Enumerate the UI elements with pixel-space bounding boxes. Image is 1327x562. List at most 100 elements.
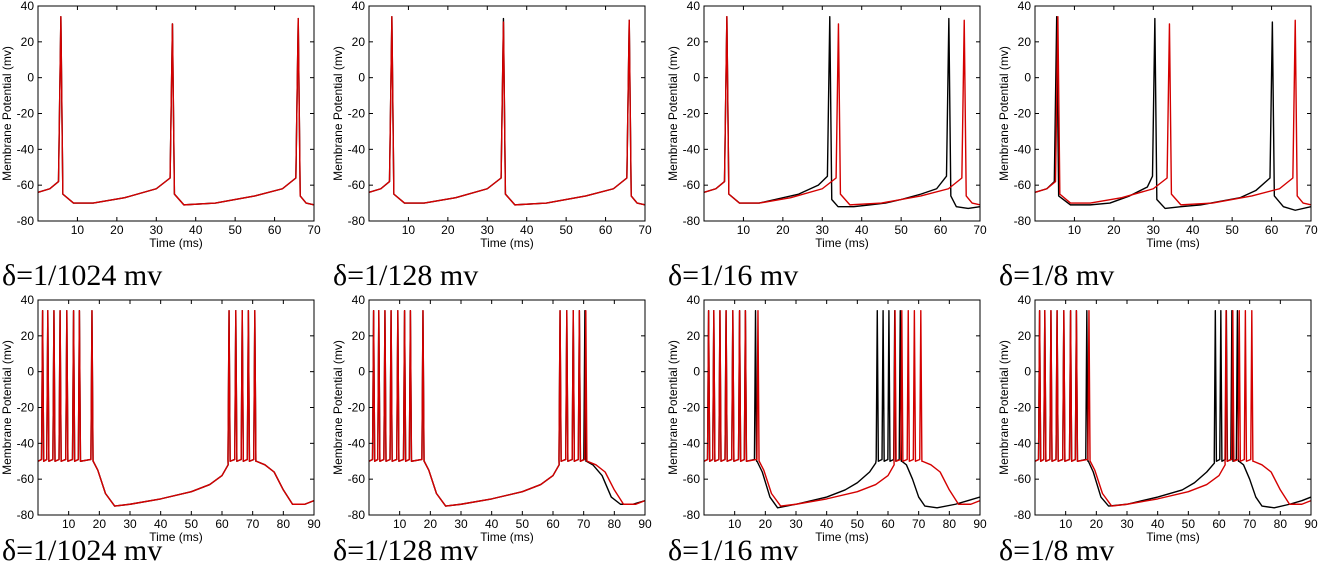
x-tick-label: 20 [1090, 517, 1104, 531]
y-tick-label: 0 [1024, 71, 1031, 85]
y-tick-label: -40 [348, 436, 366, 450]
y-tick-label: 40 [352, 0, 366, 13]
panel-caption: δ=1/1024 mv [2, 259, 162, 292]
panel-caption: δ=1/16 mv [668, 259, 798, 292]
y-tick-label: -80 [683, 508, 701, 522]
y-tick-label: 40 [352, 293, 366, 307]
panel-8: -80 -60 -40 -20 0 20 40 10 20 30 40 50 60 70 80 90 Time … [997, 293, 1318, 562]
x-tick-label: 40 [154, 517, 168, 531]
y-tick-label: 40 [1018, 293, 1032, 307]
x-tick-label: 70 [246, 517, 260, 531]
x-tick-label: 20 [776, 223, 790, 237]
y-tick-label: -80 [683, 214, 701, 228]
x-tick-label: 10 [71, 223, 85, 237]
y-axis-label: Membrane Potential (mv) [331, 46, 345, 181]
x-tick-label: 60 [1212, 517, 1226, 531]
x-tick-label: 60 [599, 223, 613, 237]
y-tick-label: -20 [1014, 401, 1032, 415]
x-tick-label: 10 [737, 223, 751, 237]
x-tick-label: 30 [454, 517, 468, 531]
x-tick-label: 40 [820, 517, 834, 531]
x-tick-label: 30 [816, 223, 830, 237]
y-tick-label: -40 [17, 142, 35, 156]
y-tick-label: -20 [348, 401, 366, 415]
x-tick-label: 70 [638, 223, 652, 237]
x-axis-label: Time (ms) [480, 236, 534, 250]
x-tick-label: 40 [1186, 223, 1200, 237]
y-tick-label: 40 [1018, 0, 1032, 13]
y-tick-label: 20 [1018, 329, 1032, 343]
y-tick-label: -80 [1014, 214, 1032, 228]
panel-3: -80 -60 -40 -20 0 20 40 10 20 30 40 50 60 70 Time (ms)… [666, 0, 987, 292]
x-tick-label: 80 [277, 517, 291, 531]
reference-trace [369, 16, 645, 206]
perturbed-trace [369, 310, 645, 507]
x-tick-label: 70 [912, 517, 926, 531]
y-tick-label: 20 [21, 35, 35, 49]
y-tick-label: -20 [683, 107, 701, 121]
x-tick-label: 40 [485, 517, 499, 531]
x-tick-label: 10 [728, 517, 742, 531]
y-tick-label: -20 [17, 107, 35, 121]
y-tick-label: -40 [348, 142, 366, 156]
x-tick-label: 60 [881, 517, 895, 531]
x-axis-label: Time (ms) [480, 530, 534, 544]
x-tick-label: 10 [393, 517, 407, 531]
y-tick-label: 20 [687, 329, 701, 343]
panel-caption: δ=1/16 mv [668, 534, 798, 562]
y-tick-label: -60 [683, 178, 701, 192]
x-tick-label: 40 [189, 223, 203, 237]
x-tick-label: 50 [1182, 517, 1196, 531]
x-tick-label: 50 [559, 223, 573, 237]
reference-trace [704, 16, 980, 210]
panel-caption: δ=1/1024 mv [2, 534, 162, 562]
x-tick-label: 10 [1059, 517, 1073, 531]
x-tick-label: 30 [123, 517, 137, 531]
plot-frame [368, 5, 646, 222]
y-tick-label: 40 [21, 293, 35, 307]
y-tick-label: 0 [1024, 365, 1031, 379]
y-tick-label: -60 [17, 178, 35, 192]
panel-caption: δ=1/128 mv [333, 259, 478, 292]
x-tick-label: 30 [1147, 223, 1161, 237]
x-tick-label: 80 [608, 517, 622, 531]
x-tick-label: 20 [1107, 223, 1121, 237]
x-tick-label: 40 [1151, 517, 1165, 531]
x-tick-label: 60 [546, 517, 560, 531]
y-tick-label: 0 [358, 71, 365, 85]
y-tick-label: 40 [687, 0, 701, 13]
y-tick-label: -20 [683, 401, 701, 415]
x-tick-label: 60 [1265, 223, 1279, 237]
panel-2: -80 -60 -40 -20 0 20 40 10 20 30 40 50 60 70 Time (ms)… [331, 0, 652, 292]
y-tick-label: -60 [1014, 472, 1032, 486]
y-tick-label: -80 [17, 214, 35, 228]
y-axis-label: Membrane Potential (mv) [666, 46, 680, 181]
x-tick-label: 70 [577, 517, 591, 531]
y-tick-label: -60 [348, 178, 366, 192]
x-tick-label: 70 [307, 223, 321, 237]
y-tick-label: 20 [21, 329, 35, 343]
y-axis-label: Membrane Potential (mv) [0, 46, 14, 181]
y-tick-label: -40 [1014, 436, 1032, 450]
y-axis-label: Membrane Potential (mv) [666, 340, 680, 475]
x-tick-label: 20 [93, 517, 107, 531]
x-tick-label: 20 [759, 517, 773, 531]
perturbed-trace [1035, 16, 1311, 206]
reference-trace [1035, 16, 1311, 211]
x-tick-label: 30 [150, 223, 164, 237]
x-tick-label: 30 [481, 223, 495, 237]
y-axis-label: Membrane Potential (mv) [997, 46, 1011, 181]
panel-5: -80 -60 -40 -20 0 20 40 10 20 30 40 50 60 70 80 90 Time … [0, 293, 321, 562]
perturbed-trace [1035, 310, 1311, 507]
x-tick-label: 20 [441, 223, 455, 237]
y-tick-label: 0 [27, 365, 34, 379]
x-tick-label: 50 [1225, 223, 1239, 237]
x-tick-label: 60 [215, 517, 229, 531]
y-tick-label: -60 [1014, 178, 1032, 192]
x-tick-label: 30 [789, 517, 803, 531]
y-axis-label: Membrane Potential (mv) [997, 340, 1011, 475]
y-tick-label: -80 [348, 214, 366, 228]
y-tick-label: 40 [21, 0, 35, 13]
panel-1: -80 -60 -40 -20 0 20 40 10 20 30 40 50 60 70 Time (ms)… [0, 0, 321, 292]
